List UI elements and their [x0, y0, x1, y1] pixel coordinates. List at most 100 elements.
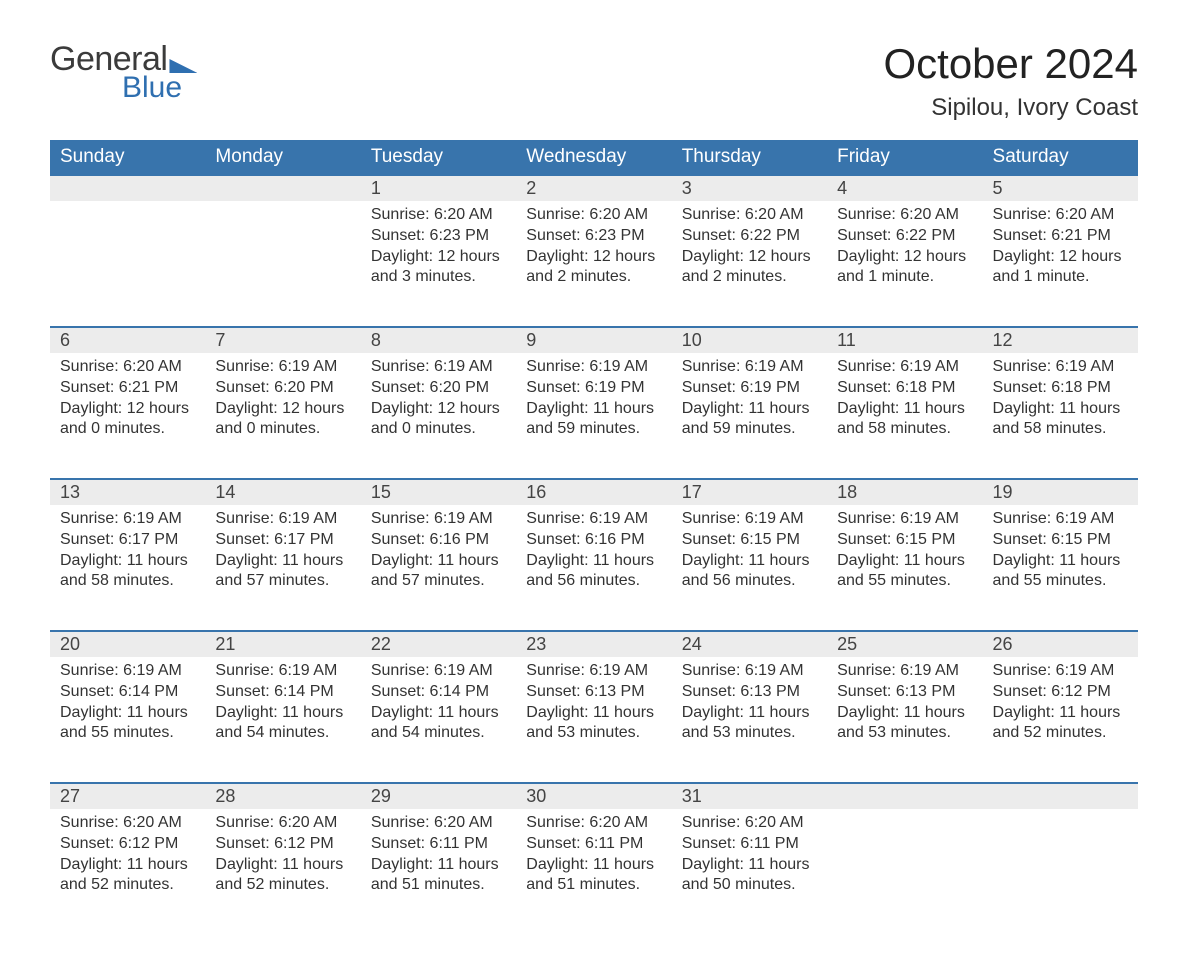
daylight-line: Daylight: 12 hours and 1 minute. — [837, 247, 972, 289]
day-number-cell — [983, 783, 1138, 809]
day-number-cell: 10 — [672, 327, 827, 353]
sunset-line: Sunset: 6:21 PM — [993, 226, 1128, 247]
sunrise-line: Sunrise: 6:20 AM — [215, 813, 350, 834]
sunrise-line: Sunrise: 6:19 AM — [682, 661, 817, 682]
month-title: October 2024 — [883, 40, 1138, 88]
day-number-cell: 20 — [50, 631, 205, 657]
day-cell: Sunrise: 6:20 AMSunset: 6:12 PMDaylight:… — [50, 809, 205, 935]
daylight-line: Daylight: 11 hours and 56 minutes. — [682, 551, 817, 593]
day-number-cell: 15 — [361, 479, 516, 505]
sunrise-line: Sunrise: 6:19 AM — [215, 357, 350, 378]
day-cell: Sunrise: 6:19 AMSunset: 6:20 PMDaylight:… — [205, 353, 360, 479]
sunset-line: Sunset: 6:22 PM — [682, 226, 817, 247]
day-cell: Sunrise: 6:19 AMSunset: 6:19 PMDaylight:… — [672, 353, 827, 479]
weekday-header: Wednesday — [516, 140, 671, 175]
sunset-line: Sunset: 6:18 PM — [993, 378, 1128, 399]
daylight-line: Daylight: 11 hours and 53 minutes. — [526, 703, 661, 745]
sunrise-line: Sunrise: 6:19 AM — [837, 509, 972, 530]
day-number-cell: 1 — [361, 175, 516, 201]
day-cell: Sunrise: 6:20 AMSunset: 6:11 PMDaylight:… — [516, 809, 671, 935]
sunrise-line: Sunrise: 6:20 AM — [526, 205, 661, 226]
sunrise-line: Sunrise: 6:19 AM — [993, 509, 1128, 530]
sunrise-line: Sunrise: 6:20 AM — [682, 205, 817, 226]
day-cell: Sunrise: 6:19 AMSunset: 6:17 PMDaylight:… — [50, 505, 205, 631]
day-number-cell: 23 — [516, 631, 671, 657]
sunset-line: Sunset: 6:13 PM — [526, 682, 661, 703]
sunrise-line: Sunrise: 6:20 AM — [993, 205, 1128, 226]
daylight-line: Daylight: 12 hours and 0 minutes. — [215, 399, 350, 441]
sunset-line: Sunset: 6:15 PM — [682, 530, 817, 551]
week-daynum-row: 13141516171819 — [50, 479, 1138, 505]
sunset-line: Sunset: 6:11 PM — [371, 834, 506, 855]
sunset-line: Sunset: 6:16 PM — [526, 530, 661, 551]
day-cell: Sunrise: 6:20 AMSunset: 6:23 PMDaylight:… — [516, 201, 671, 327]
day-number-cell: 31 — [672, 783, 827, 809]
day-number-cell: 13 — [50, 479, 205, 505]
sunset-line: Sunset: 6:17 PM — [60, 530, 195, 551]
day-number-cell: 12 — [983, 327, 1138, 353]
day-number-cell — [50, 175, 205, 201]
daylight-line: Daylight: 11 hours and 55 minutes. — [993, 551, 1128, 593]
daylight-line: Daylight: 12 hours and 3 minutes. — [371, 247, 506, 289]
sunrise-line: Sunrise: 6:19 AM — [60, 661, 195, 682]
day-cell: Sunrise: 6:19 AMSunset: 6:18 PMDaylight:… — [827, 353, 982, 479]
sunset-line: Sunset: 6:12 PM — [60, 834, 195, 855]
daylight-line: Daylight: 11 hours and 53 minutes. — [837, 703, 972, 745]
sunset-line: Sunset: 6:20 PM — [371, 378, 506, 399]
daylight-line: Daylight: 11 hours and 54 minutes. — [371, 703, 506, 745]
sunset-line: Sunset: 6:21 PM — [60, 378, 195, 399]
day-number-cell: 5 — [983, 175, 1138, 201]
day-number-cell: 7 — [205, 327, 360, 353]
daylight-line: Daylight: 11 hours and 59 minutes. — [682, 399, 817, 441]
day-cell — [205, 201, 360, 327]
day-cell: Sunrise: 6:20 AMSunset: 6:22 PMDaylight:… — [827, 201, 982, 327]
weekday-header: Tuesday — [361, 140, 516, 175]
day-number-cell: 25 — [827, 631, 982, 657]
day-number-cell: 3 — [672, 175, 827, 201]
day-cell: Sunrise: 6:20 AMSunset: 6:21 PMDaylight:… — [983, 201, 1138, 327]
day-cell: Sunrise: 6:19 AMSunset: 6:13 PMDaylight:… — [827, 657, 982, 783]
daylight-line: Daylight: 12 hours and 2 minutes. — [526, 247, 661, 289]
day-number-cell: 4 — [827, 175, 982, 201]
weekday-header-row: SundayMondayTuesdayWednesdayThursdayFrid… — [50, 140, 1138, 175]
sunrise-line: Sunrise: 6:20 AM — [837, 205, 972, 226]
day-cell: Sunrise: 6:20 AMSunset: 6:21 PMDaylight:… — [50, 353, 205, 479]
day-cell: Sunrise: 6:19 AMSunset: 6:17 PMDaylight:… — [205, 505, 360, 631]
daylight-line: Daylight: 11 hours and 54 minutes. — [215, 703, 350, 745]
day-cell — [983, 809, 1138, 935]
daylight-line: Daylight: 11 hours and 53 minutes. — [682, 703, 817, 745]
sunset-line: Sunset: 6:15 PM — [993, 530, 1128, 551]
day-cell: Sunrise: 6:19 AMSunset: 6:14 PMDaylight:… — [205, 657, 360, 783]
calendar-table: SundayMondayTuesdayWednesdayThursdayFrid… — [50, 140, 1138, 935]
sunset-line: Sunset: 6:20 PM — [215, 378, 350, 399]
day-cell: Sunrise: 6:20 AMSunset: 6:11 PMDaylight:… — [672, 809, 827, 935]
sunrise-line: Sunrise: 6:19 AM — [682, 509, 817, 530]
day-cell: Sunrise: 6:20 AMSunset: 6:23 PMDaylight:… — [361, 201, 516, 327]
day-cell: Sunrise: 6:19 AMSunset: 6:14 PMDaylight:… — [50, 657, 205, 783]
sunrise-line: Sunrise: 6:19 AM — [837, 661, 972, 682]
daylight-line: Daylight: 11 hours and 56 minutes. — [526, 551, 661, 593]
week-content-row: Sunrise: 6:19 AMSunset: 6:14 PMDaylight:… — [50, 657, 1138, 783]
day-number-cell — [205, 175, 360, 201]
day-cell: Sunrise: 6:19 AMSunset: 6:15 PMDaylight:… — [983, 505, 1138, 631]
sunrise-line: Sunrise: 6:20 AM — [371, 813, 506, 834]
day-cell: Sunrise: 6:20 AMSunset: 6:11 PMDaylight:… — [361, 809, 516, 935]
daylight-line: Daylight: 12 hours and 2 minutes. — [682, 247, 817, 289]
sunset-line: Sunset: 6:17 PM — [215, 530, 350, 551]
day-number-cell: 28 — [205, 783, 360, 809]
daylight-line: Daylight: 11 hours and 58 minutes. — [993, 399, 1128, 441]
day-cell: Sunrise: 6:19 AMSunset: 6:12 PMDaylight:… — [983, 657, 1138, 783]
weekday-header: Saturday — [983, 140, 1138, 175]
day-number-cell: 22 — [361, 631, 516, 657]
day-cell: Sunrise: 6:19 AMSunset: 6:13 PMDaylight:… — [516, 657, 671, 783]
week-daynum-row: 12345 — [50, 175, 1138, 201]
week-daynum-row: 6789101112 — [50, 327, 1138, 353]
week-content-row: Sunrise: 6:19 AM Sunset: 6:17 PM Daylight:… — [50, 505, 1138, 631]
day-number-cell: 27 — [50, 783, 205, 809]
daylight-line: Daylight: 11 hours and 52 minutes. — [60, 855, 195, 897]
daylight-line: Daylight: 12 hours and 1 minute. — [993, 247, 1128, 289]
week-daynum-row: 2728293031 — [50, 783, 1138, 809]
day-number-cell: 26 — [983, 631, 1138, 657]
day-number-cell: 19 — [983, 479, 1138, 505]
sunset-line: Sunset: 6:16 PM — [371, 530, 506, 551]
